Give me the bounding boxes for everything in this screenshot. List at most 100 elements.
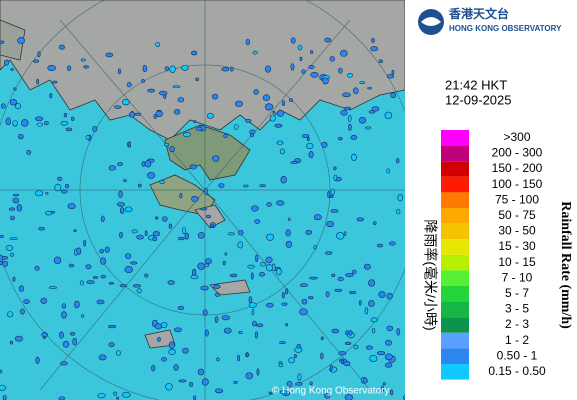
rain-echo xyxy=(155,110,163,118)
rain-echo xyxy=(10,215,15,221)
time: 21:42 HKT xyxy=(445,77,507,92)
rain-echo xyxy=(247,264,255,269)
rain-echo xyxy=(368,300,375,307)
rain-echo xyxy=(362,377,368,384)
rain-echo xyxy=(340,109,348,116)
legend-swatch xyxy=(441,239,469,255)
rain-echo xyxy=(5,245,14,251)
legend-label: 75 - 100 xyxy=(495,192,539,206)
rain-echo xyxy=(338,67,343,74)
legend-swatch xyxy=(441,145,469,162)
legend-swatch xyxy=(441,161,469,177)
rain-echo xyxy=(105,52,114,58)
rain-echo xyxy=(119,284,127,288)
rain-echo xyxy=(141,161,146,167)
rain-echo xyxy=(286,381,293,387)
rain-echo xyxy=(378,59,383,63)
rain-echo xyxy=(204,329,209,337)
rain-echo xyxy=(233,124,239,130)
rain-echo xyxy=(305,230,313,235)
rain-echo xyxy=(338,351,347,356)
rain-echo xyxy=(83,65,89,69)
legend-swatch xyxy=(441,348,469,364)
rain-echo xyxy=(13,87,17,91)
rain-echo xyxy=(41,332,48,338)
rain-echo xyxy=(104,246,110,253)
rain-echo xyxy=(21,119,29,127)
rain-echo xyxy=(157,337,161,342)
rain-echo xyxy=(385,339,392,346)
rain-echo xyxy=(309,276,318,280)
rain-echo xyxy=(168,348,176,355)
rain-echo xyxy=(195,77,199,81)
rain-echo xyxy=(3,59,9,66)
rain-echo xyxy=(227,232,235,236)
rain-echo xyxy=(276,110,285,117)
rain-echo xyxy=(155,216,159,220)
rain-echo xyxy=(100,215,105,222)
rain-echo xyxy=(64,183,70,189)
rain-echo xyxy=(203,263,210,268)
rain-echo xyxy=(276,200,285,206)
rain-echo xyxy=(119,207,125,214)
rain-echo xyxy=(9,98,18,106)
rain-echo xyxy=(345,272,354,278)
rain-echo xyxy=(268,391,273,395)
legend-label: 3 - 5 xyxy=(505,302,529,316)
rain-echo xyxy=(48,286,57,290)
rain-echo xyxy=(151,364,156,372)
rain-echo xyxy=(58,396,66,400)
rain-echo xyxy=(255,254,259,262)
rain-echo xyxy=(214,292,221,297)
rain-echo xyxy=(265,65,272,73)
rain-echo xyxy=(12,193,20,197)
legend-label: 30 - 50 xyxy=(498,224,536,238)
rain-echo xyxy=(358,300,362,306)
rain-echo xyxy=(266,233,275,241)
rain-echo xyxy=(33,59,39,63)
rain-echo xyxy=(45,210,53,216)
rain-echo xyxy=(189,164,197,170)
rain-echo xyxy=(351,269,357,275)
rain-echo xyxy=(278,363,283,368)
rain-echo xyxy=(53,256,62,265)
rain-echo xyxy=(329,56,335,62)
rain-echo xyxy=(124,206,133,213)
rain-echo xyxy=(329,364,333,372)
rain-echo xyxy=(289,98,293,102)
rain-echo xyxy=(177,97,185,103)
rain-echo xyxy=(100,257,107,265)
rain-echo xyxy=(213,284,221,289)
rain-echo xyxy=(376,351,386,356)
rain-echo xyxy=(391,69,395,75)
rain-echo xyxy=(130,261,138,265)
rain-echo xyxy=(287,217,291,221)
legend-label: 150 - 200 xyxy=(492,161,543,175)
legend-label: 0.50 - 1 xyxy=(497,348,538,362)
rain-echo xyxy=(108,342,115,348)
rain-echo xyxy=(264,103,274,111)
rain-echo xyxy=(254,331,259,339)
rain-echo xyxy=(245,38,251,46)
rain-echo xyxy=(183,132,191,138)
rain-echo xyxy=(80,58,86,62)
rain-echo xyxy=(347,114,352,123)
rain-echo xyxy=(202,309,208,316)
rain-echo xyxy=(147,88,156,93)
rain-echo xyxy=(347,73,353,78)
rain-echo xyxy=(174,109,181,115)
rain-echo xyxy=(129,111,136,118)
legend-swatch xyxy=(441,317,469,333)
rain-echo xyxy=(121,391,131,398)
rain-echo xyxy=(7,311,14,318)
rain-echo xyxy=(209,224,215,228)
rain-echo xyxy=(250,272,254,280)
rain-echo xyxy=(54,183,62,192)
rain-echo xyxy=(245,119,252,123)
rain-echo xyxy=(37,51,41,58)
rain-echo xyxy=(251,205,259,212)
rain-echo xyxy=(386,292,393,300)
rain-echo xyxy=(18,285,24,292)
rain-echo xyxy=(216,357,220,362)
